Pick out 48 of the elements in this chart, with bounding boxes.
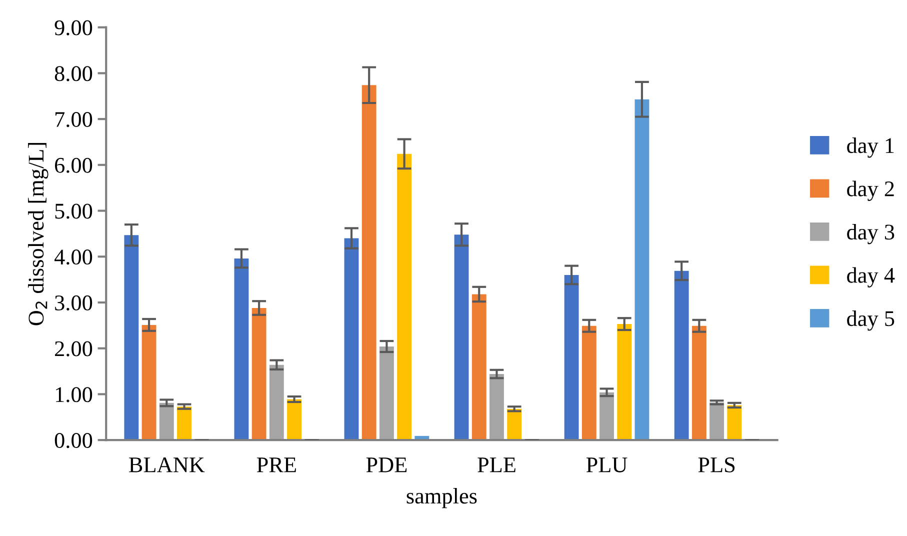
x-axis-title: samples xyxy=(406,488,477,508)
bar xyxy=(582,326,596,440)
bar xyxy=(379,346,394,440)
bar xyxy=(674,270,689,440)
bar xyxy=(177,406,192,440)
legend-label: day 3 xyxy=(847,224,894,244)
x-tick-label: PDE xyxy=(366,458,407,472)
legend-label: day 5 xyxy=(847,310,894,331)
bar xyxy=(472,294,486,440)
legend-label: day 2 xyxy=(847,180,894,201)
y-tick-label: 4.00 xyxy=(54,250,92,265)
y-tick-label: 3.00 xyxy=(55,295,92,311)
x-tick-label: PRE xyxy=(256,458,296,472)
x-tick-label: BLANK xyxy=(129,457,205,472)
y-tick-label: 0.00 xyxy=(54,432,92,448)
bar xyxy=(269,364,284,440)
bar xyxy=(344,238,359,440)
bar xyxy=(727,405,742,440)
bar xyxy=(710,402,724,440)
y-tick-label: 8.00 xyxy=(54,66,92,82)
legend-label: day 4 xyxy=(847,267,895,288)
bar xyxy=(142,324,156,440)
y-tick-label: 1.00 xyxy=(56,387,92,402)
bar xyxy=(634,99,650,440)
bar xyxy=(454,234,469,440)
y-axis-title: O$_{2}$ dissolved [mg/L] xyxy=(28,143,48,326)
bar xyxy=(507,408,522,440)
bar xyxy=(600,392,614,440)
y-tick-label: 7.00 xyxy=(56,112,92,128)
bar xyxy=(124,235,139,440)
y-tick-label: 6.00 xyxy=(54,158,92,173)
bar xyxy=(159,402,174,440)
bar xyxy=(617,324,632,440)
bar xyxy=(252,308,266,440)
bar xyxy=(490,374,504,440)
bar xyxy=(287,399,302,440)
legend-label: day 1 xyxy=(847,138,894,158)
x-tick-label: PLE xyxy=(478,458,516,472)
x-tick-label: PLU xyxy=(586,458,628,472)
x-tick-label: PLS xyxy=(698,457,735,472)
y-tick-label: 5.00 xyxy=(55,204,92,219)
bar xyxy=(234,258,249,440)
y-tick-label: 2.00 xyxy=(55,341,92,356)
y-tick-label: 9.00 xyxy=(54,20,92,36)
bar xyxy=(362,85,376,440)
bar xyxy=(397,154,412,440)
bar xyxy=(692,326,706,440)
bar xyxy=(564,274,579,440)
